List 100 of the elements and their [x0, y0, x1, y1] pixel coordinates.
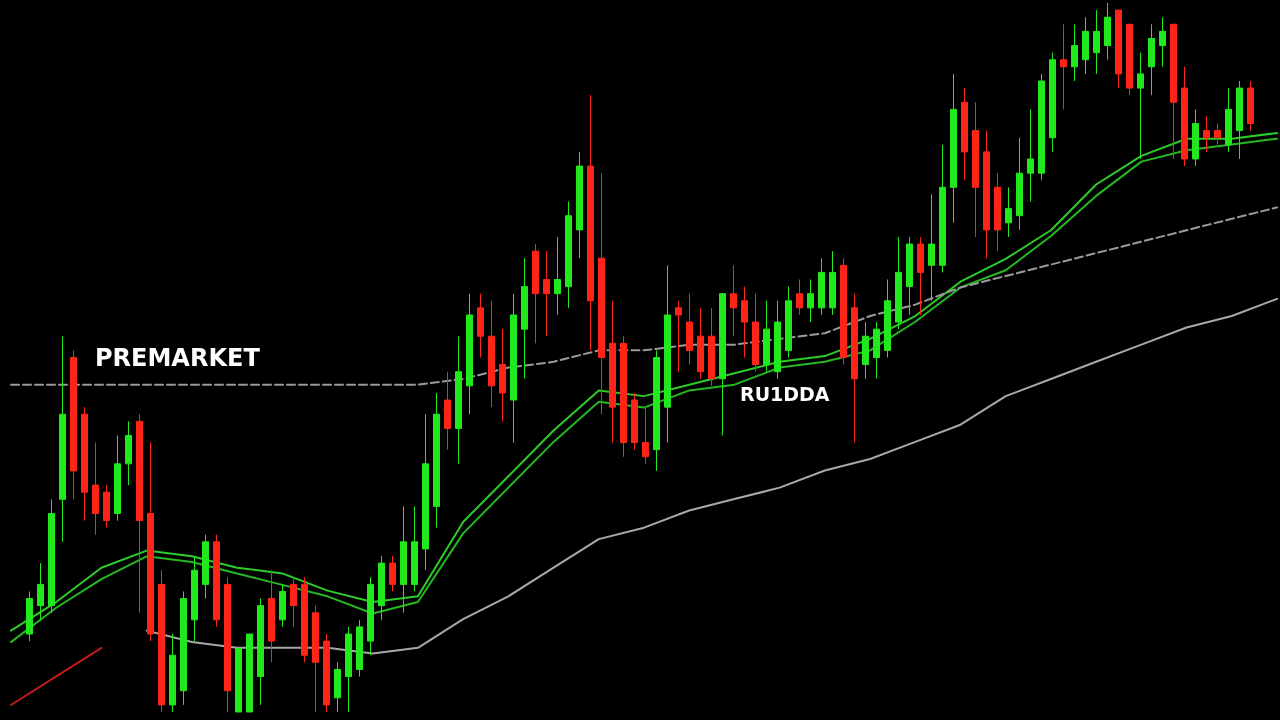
- candlestick: [279, 583, 286, 628]
- candlestick: [554, 236, 561, 316]
- candlestick: [367, 576, 374, 656]
- candlestick: [543, 250, 550, 337]
- candlestick: [598, 172, 605, 415]
- candlestick: [796, 279, 803, 316]
- candlestick: [312, 605, 319, 713]
- candlestick: [1071, 23, 1078, 82]
- candlestick: [983, 130, 990, 259]
- candlestick: [235, 647, 242, 713]
- candlestick: [1093, 9, 1100, 75]
- candlestick: [675, 300, 682, 373]
- candlestick: [1225, 87, 1232, 153]
- candlestick: [92, 442, 99, 536]
- candlestick: [1181, 66, 1188, 167]
- candlestick: [1038, 73, 1045, 181]
- candlestick: [928, 193, 935, 302]
- candlestick: [334, 661, 341, 713]
- candlestick: [653, 349, 660, 472]
- candlestick: [444, 371, 451, 451]
- candlestick: [642, 406, 649, 465]
- candlestick: [48, 498, 55, 614]
- candlestick: [191, 555, 198, 642]
- candlestick: [818, 257, 825, 316]
- candlestick: [1115, 9, 1122, 89]
- candlestick: [37, 562, 44, 621]
- candlestick: [268, 569, 275, 663]
- candlestick: [1159, 16, 1166, 68]
- candlestick: [730, 264, 737, 337]
- candlestick: [862, 321, 869, 380]
- candlestick: [763, 300, 770, 373]
- candlestick: [961, 87, 968, 181]
- candlestick: [1016, 137, 1023, 231]
- candlestick: [587, 94, 594, 351]
- candlestick: [1060, 23, 1067, 110]
- candlestick: [422, 413, 429, 571]
- candlestick: [719, 293, 726, 436]
- candlestick: [1126, 23, 1133, 96]
- candlestick: [356, 619, 363, 678]
- annotation: RU1DDA: [740, 382, 830, 405]
- candlestick: [433, 392, 440, 529]
- annotation: PREMARKET: [95, 344, 261, 372]
- candlestick: [917, 236, 924, 316]
- candlestick: [873, 321, 880, 380]
- candlestick: [840, 257, 847, 366]
- candlestick: [180, 590, 187, 706]
- candlestick: [895, 236, 902, 330]
- candlestick: [950, 73, 957, 224]
- candlestick: [565, 201, 572, 309]
- candlestick: [1214, 123, 1221, 146]
- candlestick: [81, 406, 88, 522]
- candlestick: [411, 505, 418, 592]
- candlestick: [246, 633, 253, 713]
- candlestick: [708, 307, 715, 387]
- candlestick: [532, 243, 539, 344]
- candlestick: [829, 250, 836, 316]
- candlestick: [1104, 2, 1111, 61]
- candlestick: [1247, 80, 1254, 132]
- candlestick: [400, 505, 407, 614]
- candlestick: [224, 576, 231, 713]
- candlestick: [213, 534, 220, 628]
- candlestick: [1005, 186, 1012, 238]
- candlestick: [939, 144, 946, 273]
- candlestick: [785, 286, 792, 358]
- candlestick: [158, 569, 165, 713]
- candlestick: [1082, 16, 1089, 75]
- candlestick: [1236, 80, 1243, 160]
- candlestick: [741, 286, 748, 358]
- candlestick: [169, 633, 176, 713]
- candlestick: [1170, 23, 1177, 160]
- candlestick: [697, 307, 704, 380]
- candlestick: [499, 328, 506, 422]
- candlestick: [609, 300, 616, 444]
- candlestick: [103, 484, 110, 529]
- candlestick: [774, 300, 781, 380]
- candlestick: [301, 576, 308, 663]
- candlestick: [1203, 115, 1210, 153]
- candlestick: [807, 279, 814, 323]
- candlestick: [147, 442, 154, 642]
- candlestick: [521, 257, 528, 380]
- candlestick: [455, 335, 462, 465]
- candlestick: [202, 534, 209, 600]
- candlestick: [26, 590, 33, 642]
- candlestick: [59, 335, 66, 543]
- candlestick: [125, 420, 132, 486]
- candlestick: [323, 633, 330, 713]
- candlestick: [290, 576, 297, 628]
- candlestick: [70, 349, 77, 500]
- candlestick: [510, 293, 517, 444]
- candlestick: [972, 101, 979, 238]
- candlestick: [345, 626, 352, 713]
- candlestick: [257, 598, 264, 706]
- candlestick: [466, 293, 473, 415]
- candlestick: [851, 293, 858, 444]
- candlestick: [752, 293, 759, 373]
- candlestick: [576, 151, 583, 259]
- candlestick: [114, 434, 121, 522]
- candlestick: [1027, 108, 1034, 203]
- candlestick: [1137, 52, 1144, 160]
- candlestick: [136, 413, 143, 614]
